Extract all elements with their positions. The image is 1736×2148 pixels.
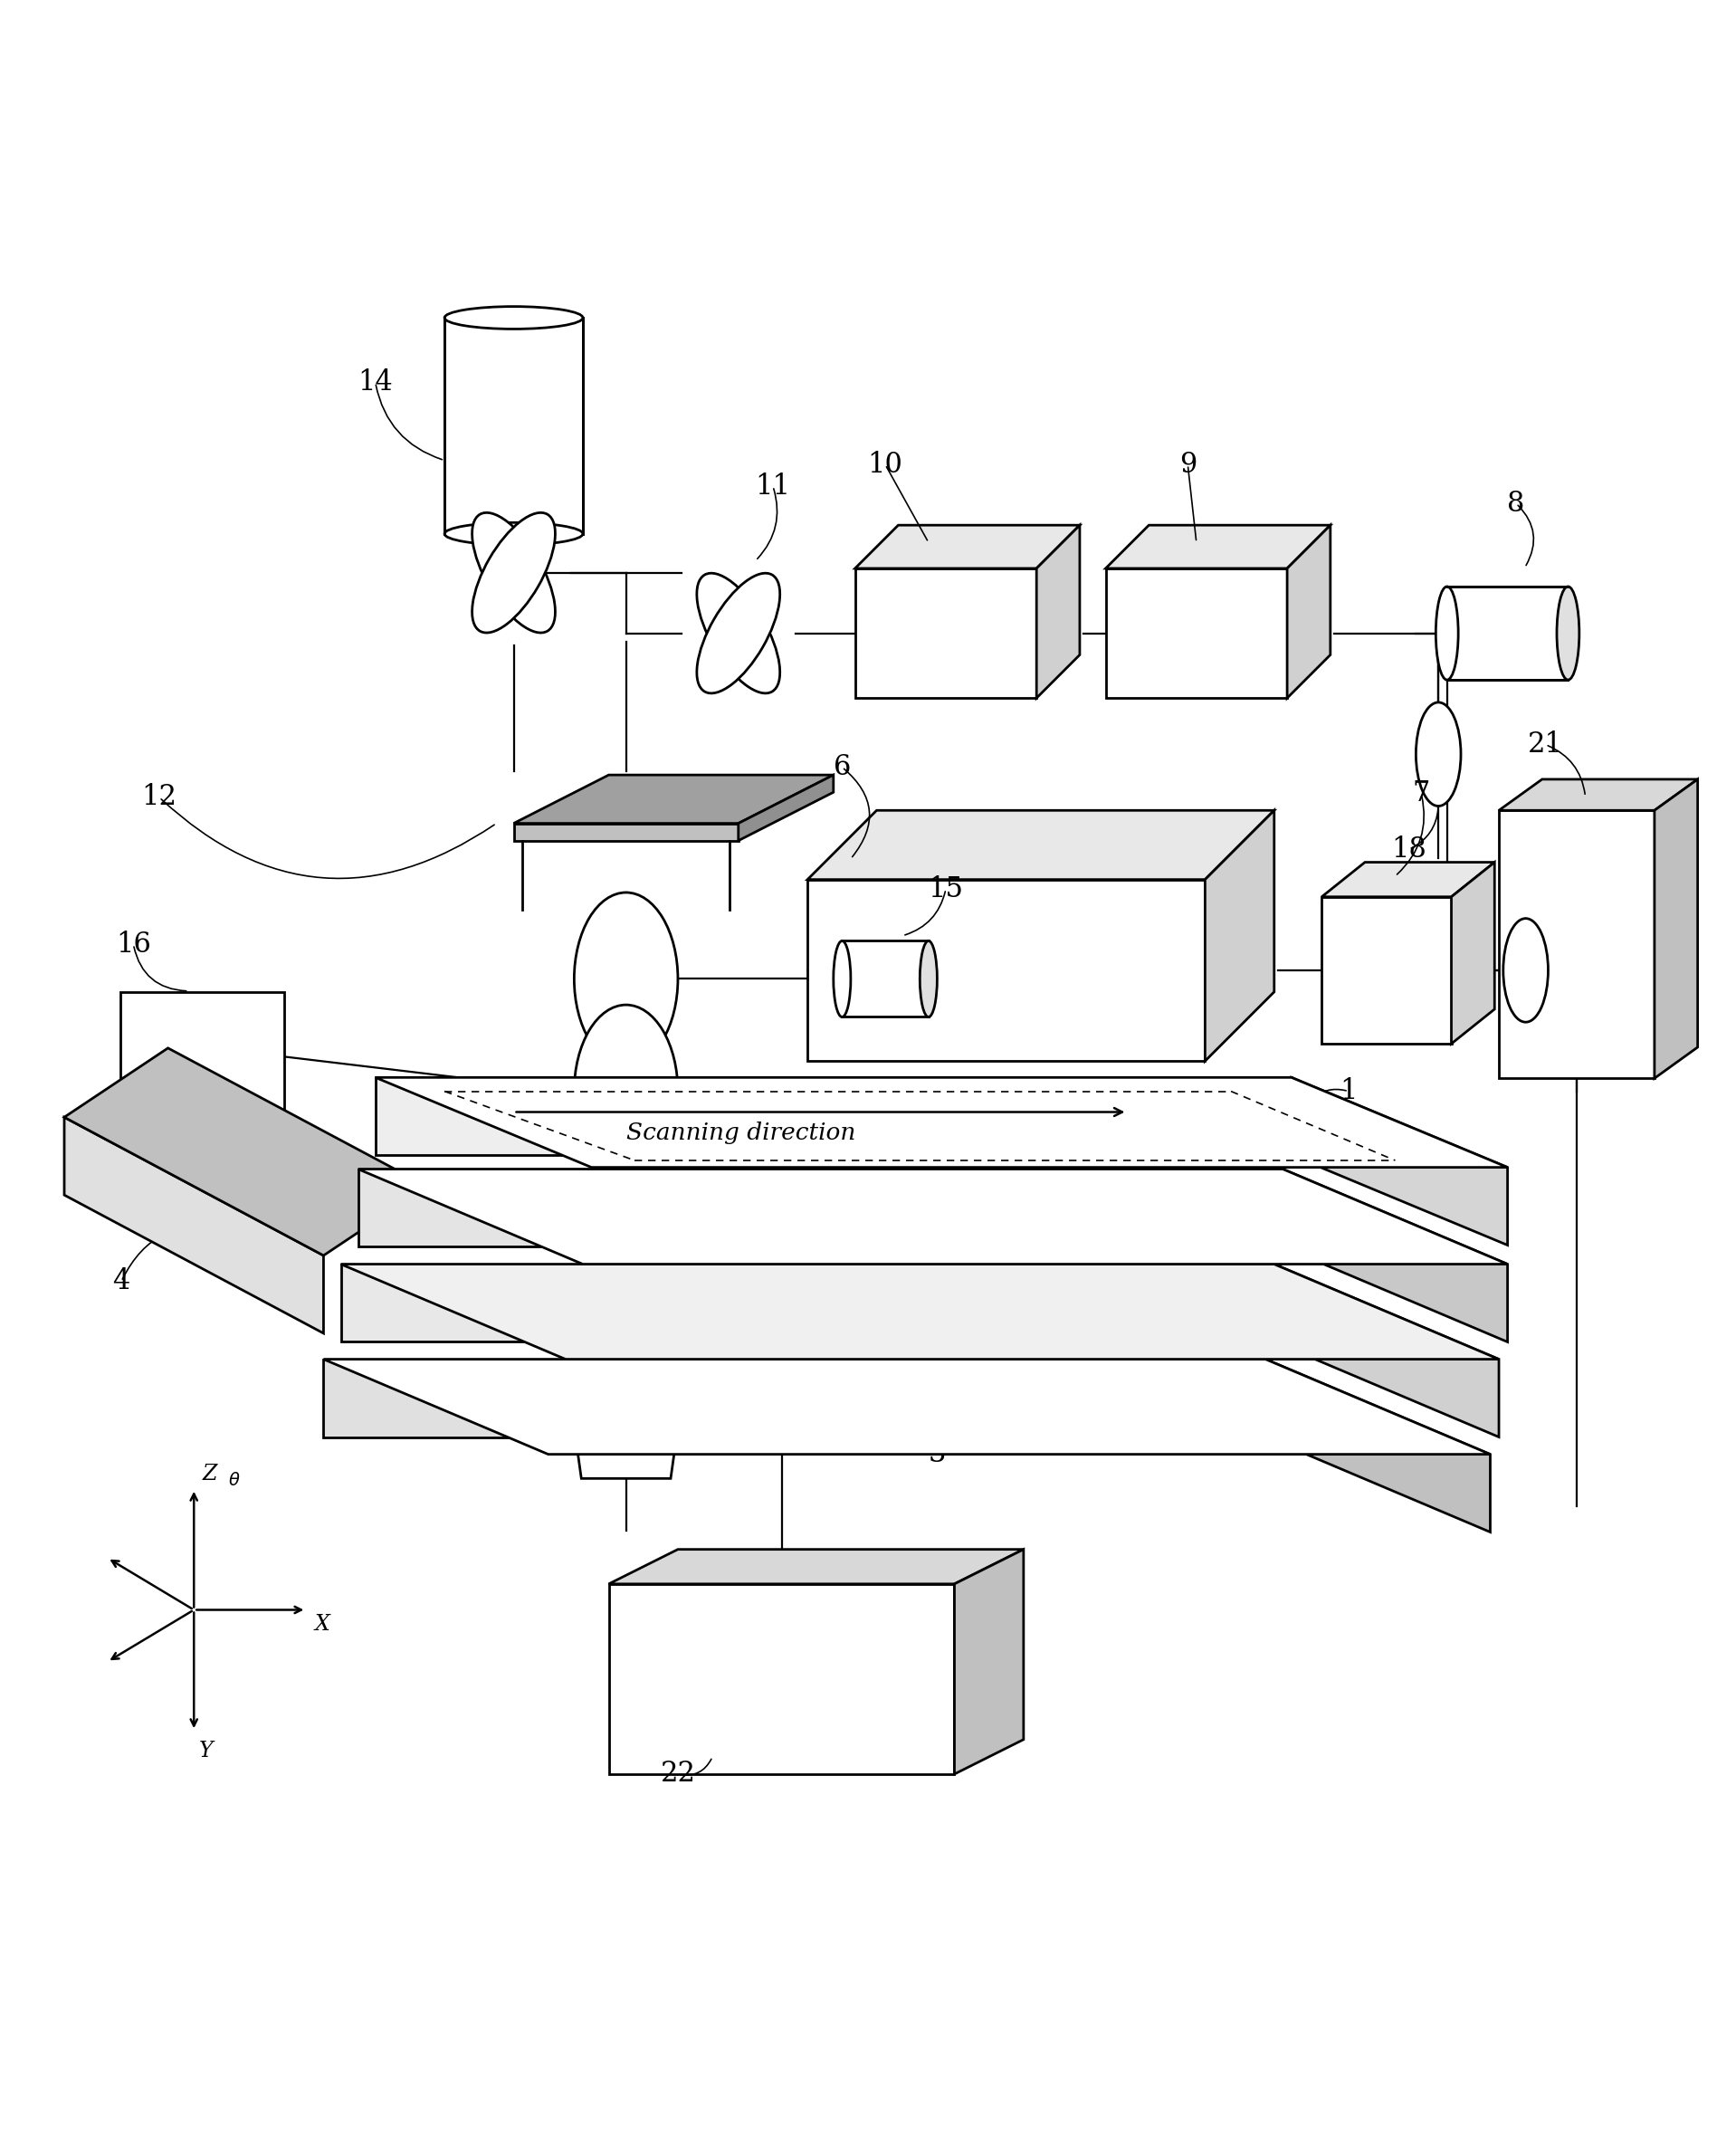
Ellipse shape [472,513,556,634]
Text: 11: 11 [755,473,790,500]
Text: 16: 16 [116,930,151,958]
Text: Y: Y [200,1740,214,1761]
Text: 12: 12 [142,784,177,812]
Ellipse shape [444,307,583,329]
Ellipse shape [833,941,851,1016]
Polygon shape [323,1360,1266,1437]
Polygon shape [340,1265,1274,1342]
Text: 14: 14 [358,369,392,397]
Ellipse shape [920,941,937,1016]
Ellipse shape [575,1005,677,1177]
Text: X: X [314,1615,330,1635]
Polygon shape [1106,569,1286,698]
Polygon shape [323,1360,1489,1454]
Polygon shape [1283,1169,1507,1342]
Text: 3: 3 [929,1441,946,1469]
Ellipse shape [575,894,677,1065]
Polygon shape [444,318,583,535]
Text: $\theta$: $\theta$ [229,1471,241,1489]
Polygon shape [1498,780,1698,810]
Polygon shape [609,1549,1024,1583]
Ellipse shape [696,574,779,694]
Ellipse shape [1436,586,1458,681]
Ellipse shape [1503,919,1549,1022]
Text: 7: 7 [1413,780,1430,808]
Polygon shape [807,810,1274,879]
Ellipse shape [472,513,556,634]
Polygon shape [1321,861,1495,898]
Text: 4: 4 [113,1267,130,1295]
Polygon shape [807,879,1205,1061]
Text: 15: 15 [929,874,963,902]
Text: Z: Z [203,1465,217,1484]
Polygon shape [120,992,285,1121]
Text: 10: 10 [868,451,903,479]
Polygon shape [358,1169,1283,1246]
Polygon shape [856,569,1036,698]
Polygon shape [64,1048,427,1254]
Polygon shape [1448,586,1568,681]
Polygon shape [738,775,833,840]
Text: 22: 22 [660,1759,696,1787]
Polygon shape [1286,524,1330,698]
Polygon shape [1321,898,1451,1044]
Polygon shape [1106,524,1330,569]
Ellipse shape [444,522,583,546]
Polygon shape [1654,780,1698,1078]
Polygon shape [856,524,1080,569]
Polygon shape [955,1549,1024,1774]
Polygon shape [1292,1078,1507,1246]
Text: 21: 21 [1528,730,1562,758]
Text: 13: 13 [738,1396,773,1424]
Polygon shape [609,1583,955,1774]
Polygon shape [64,1117,323,1334]
Ellipse shape [568,1368,684,1388]
Polygon shape [1498,810,1654,1078]
Polygon shape [1451,861,1495,1044]
Polygon shape [375,1078,1507,1166]
Polygon shape [514,823,738,840]
Text: 2: 2 [1413,1250,1430,1278]
Polygon shape [340,1265,1498,1360]
Text: Scanning direction: Scanning direction [627,1121,856,1145]
Polygon shape [514,775,833,823]
Ellipse shape [1417,702,1462,806]
Polygon shape [1205,810,1274,1061]
Polygon shape [375,1078,1292,1156]
Polygon shape [1266,1360,1489,1532]
Text: 6: 6 [833,754,851,782]
Text: 1: 1 [1340,1078,1358,1106]
Text: 9: 9 [1179,451,1196,479]
Polygon shape [358,1169,1507,1265]
Polygon shape [1036,524,1080,698]
Polygon shape [568,1379,684,1478]
Ellipse shape [1557,586,1580,681]
Polygon shape [1274,1265,1498,1437]
Text: 8: 8 [1507,490,1524,518]
Ellipse shape [696,574,779,694]
Text: 18: 18 [1392,836,1427,863]
Polygon shape [842,941,929,1016]
